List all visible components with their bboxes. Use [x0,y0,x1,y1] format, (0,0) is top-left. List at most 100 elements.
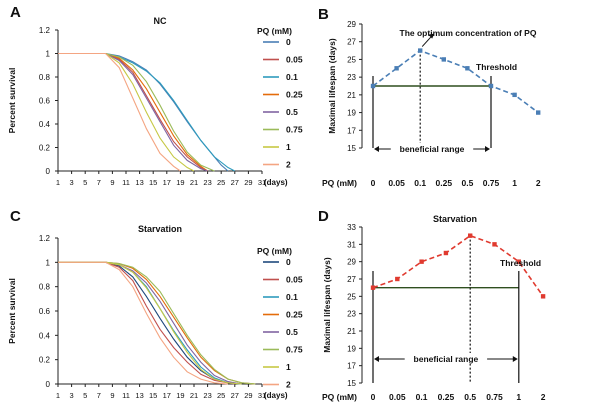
x-tick-label: 19 [176,391,184,400]
x-tick-label: 29 [244,391,252,400]
y-tick-label: 25 [347,55,356,64]
panel-letter: C [10,208,21,225]
y-tick-label: 17 [347,362,356,371]
y-tick-label: 0.4 [39,120,51,129]
series-line [58,261,235,385]
x-tick-label: 15 [149,178,157,187]
y-axis-label: Maximal lifespan (days) [322,257,332,353]
legend-label: 0.1 [286,72,298,82]
x-tick-label: 15 [149,391,157,400]
x-tick-label: 31 [258,178,266,187]
x-tick-label: 13 [135,391,143,400]
y-tick-label: 19 [347,344,356,353]
series-line [58,52,208,172]
x-tick-label: 0.1 [416,392,428,402]
y-tick-label: 23 [347,310,356,319]
x-tick-label: 0.05 [389,392,406,402]
y-tick-label: 1 [46,50,51,59]
data-point [468,233,473,238]
x-tick-label: 7 [97,178,101,187]
y-tick-label: 1.2 [39,26,51,35]
arrow-head [428,33,435,39]
legend-title: PQ (mM) [257,246,292,256]
data-point [516,259,521,264]
y-tick-label: 31 [347,240,356,249]
y-tick-label: 0.6 [39,307,51,316]
legend-title: PQ (mM) [257,26,292,36]
x-tick-label: 1 [56,178,60,187]
x-tick-label: 5 [83,391,87,400]
legend-label: 0.1 [286,292,298,302]
x-tick-label: 0.25 [436,178,453,188]
series-line [58,52,208,172]
series-line [58,52,208,172]
y-tick-label: 29 [347,258,356,267]
series-line [58,261,242,385]
beneficial-range-label: beneficial range [400,144,465,154]
legend-label: 0 [286,257,291,267]
x-axis-label: (days) [264,178,288,187]
x-tick-label: 25 [217,391,225,400]
x-tick-label: 5 [83,178,87,187]
series-line [372,234,544,297]
x-tick-label: 0.75 [486,392,503,402]
y-tick-label: 15 [347,144,356,153]
y-tick-label: 0 [46,167,51,176]
y-tick-label: 27 [347,38,356,47]
series-line [58,52,229,172]
x-tick-label: 31 [258,391,266,400]
data-point [370,285,376,290]
x-axis-label: PQ (mM) [322,392,357,402]
panel-letter: A [10,4,21,21]
data-point [512,92,517,98]
x-tick-label: 2 [536,178,541,188]
optimum-arrow [421,35,433,47]
x-tick-label: 29 [244,178,252,187]
arrow-head [485,146,490,152]
y-tick-label: 29 [347,20,356,29]
y-tick-label: 21 [347,91,356,100]
legend-label: 1 [286,142,291,152]
series-line [58,52,215,172]
x-tick-label: 2 [541,392,546,402]
legend-label: 0.25 [286,310,303,320]
chart-title: Starvation [433,214,477,224]
x-axis-label: PQ (mM) [322,178,357,188]
x-tick-label: 17 [163,391,171,400]
arrow-head [512,356,518,362]
x-tick-label: 0.25 [438,392,455,402]
arrow-head [374,356,379,362]
label-background [390,143,474,154]
x-tick-label: 1 [56,391,60,400]
legend-label: 2 [286,380,291,390]
data-point [394,66,399,71]
y-axis-label: Percent survival [7,278,17,344]
y-tick-label: 0.8 [39,283,51,292]
y-tick-label: 0 [46,380,51,389]
x-tick-label: 0.5 [461,178,473,188]
data-point [419,259,424,264]
x-tick-label: 11 [122,178,130,187]
y-axis-label: Percent survival [7,68,17,134]
panel-letter: B [318,6,329,23]
series-line [372,49,539,114]
legend-label: 0.5 [286,327,298,337]
x-tick-label: 27 [231,391,239,400]
x-tick-label: 19 [176,178,184,187]
series-line [58,261,256,385]
y-tick-label: 0.4 [39,331,51,340]
legend-label: 0.75 [286,345,303,355]
series-line [58,52,181,172]
legend-label: 0 [286,37,291,47]
series-line [58,261,229,385]
legend-label: 0.5 [286,107,298,117]
data-point [488,83,494,89]
legend-label: 0.05 [286,275,303,285]
y-tick-label: 0.2 [39,356,51,365]
x-tick-label: 7 [97,391,101,400]
x-tick-label: 3 [70,178,74,187]
x-tick-label: 27 [231,178,239,187]
y-tick-label: 1 [46,258,51,267]
x-tick-label: 3 [70,391,74,400]
